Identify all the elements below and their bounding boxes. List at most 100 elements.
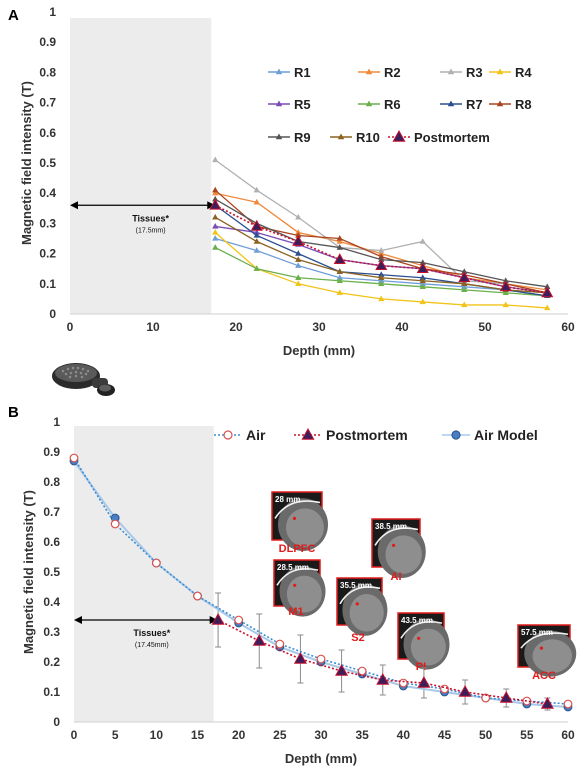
data-point	[316, 654, 326, 664]
legend-swatch-marker	[275, 133, 283, 140]
legend: Air Postmortem Air Model	[214, 427, 538, 443]
series-r10	[212, 213, 551, 296]
x-tick-label: 0	[67, 320, 74, 334]
inset-depth-label: 28 mm	[275, 495, 300, 504]
panel-label-b: B	[8, 404, 19, 421]
data-point	[212, 189, 219, 196]
data-point	[275, 639, 285, 649]
data-point	[295, 250, 302, 256]
brain-inset-s2: 35.5 mm S2	[336, 577, 388, 644]
series-postmortem	[211, 612, 554, 709]
data-point	[417, 675, 431, 688]
inset-brain-inner	[286, 508, 324, 547]
legend-label: Air Model	[474, 427, 538, 443]
legend-swatch-marker	[496, 68, 504, 75]
data-point	[253, 232, 260, 238]
inset-skull-contour	[520, 632, 569, 649]
data-point	[378, 274, 385, 280]
legend-label: R4	[515, 65, 532, 80]
legend-swatch-marker	[365, 100, 373, 107]
legend-label: R10	[356, 130, 380, 145]
legend-item-r8: R8	[489, 97, 532, 112]
data-point	[69, 453, 79, 463]
legend-item-r7: R7	[440, 97, 483, 112]
data-point	[295, 280, 302, 286]
x-tick-label: 45	[438, 728, 452, 742]
tissue-label: Tissues*	[133, 628, 170, 638]
inset-skull-contour	[276, 567, 319, 586]
inset-region-label: PI	[416, 661, 426, 673]
data-point	[378, 295, 385, 302]
y-tick-label: 0.9	[43, 445, 60, 459]
legend-item-r4: R4	[489, 65, 532, 80]
y-tick-label: 0	[49, 307, 56, 321]
inset-region-label: S2	[351, 632, 364, 644]
legend-item-r1: R1	[268, 65, 311, 80]
data-point	[212, 213, 219, 220]
x-tick-label: 20	[232, 728, 246, 742]
legend-swatch-marker	[223, 430, 233, 440]
data-point	[336, 277, 343, 283]
legend-label: Postmortem	[326, 427, 408, 443]
data-point	[461, 286, 468, 293]
y-tick-label: 0.1	[43, 685, 60, 699]
data-point	[544, 304, 551, 311]
data-point	[295, 213, 302, 220]
inset-region-label: AI	[391, 571, 402, 583]
y-tick-label: 0.6	[43, 535, 60, 549]
y-tick-label: 0.4	[43, 595, 60, 609]
data-point	[212, 156, 219, 163]
data-point	[295, 274, 302, 280]
inset-depth-label: 43.5 mm	[401, 616, 433, 625]
data-point	[336, 235, 343, 241]
legend-swatch-marker	[365, 68, 373, 75]
y-tick-label: 0.3	[39, 216, 56, 230]
y-tick-label: 0.6	[39, 126, 56, 140]
data-point	[563, 699, 573, 709]
tissue-label: Tissues*	[132, 213, 169, 223]
x-tick-label: 40	[397, 728, 411, 742]
inset-skull-contour	[339, 586, 381, 605]
tissue-shaded-region	[74, 426, 214, 722]
coil-icon	[52, 363, 115, 396]
data-point	[253, 198, 260, 205]
data-point	[253, 265, 260, 271]
chart-b: B00.10.20.30.40.50.60.70.80.910 5 10 15 20 25…	[8, 404, 577, 766]
legend: R1 R2 R3 R4 R5 R6 R7 R8 R9 R10 Postmortem	[268, 65, 532, 145]
legend-label: R7	[466, 97, 483, 112]
x-tick-label: 15	[191, 728, 205, 742]
y-tick-label: 0.2	[43, 655, 60, 669]
inset-brain-inner	[532, 639, 573, 673]
inset-skull-contour	[374, 527, 419, 546]
x-tick-label: 40	[395, 320, 409, 334]
inset-region-label: M1	[288, 606, 303, 618]
data-point	[212, 222, 219, 229]
series-air	[69, 453, 573, 709]
y-axis-label: Magnetic field intensity (T)	[19, 81, 34, 245]
legend-swatch-marker	[301, 427, 315, 440]
inset-skull-contour	[400, 620, 443, 639]
inset-brain-inner	[349, 593, 384, 632]
x-tick-label: 55	[520, 728, 534, 742]
data-point	[378, 247, 385, 253]
legend-item-r2: R2	[358, 65, 401, 80]
data-point	[502, 289, 509, 296]
legend-item-postmortem: Postmortem	[388, 129, 490, 145]
x-tick-label: 35	[355, 728, 369, 742]
legend-swatch-marker	[496, 100, 504, 107]
legend-swatch-marker	[447, 68, 455, 75]
inset-depth-label: 38.5 mm	[375, 522, 407, 531]
data-point	[211, 612, 225, 625]
legend-swatch-marker	[392, 129, 406, 142]
tissue-arrow-head-left	[74, 616, 82, 624]
tissue-shaded-region	[70, 18, 212, 314]
legend-item-r9: R9	[268, 130, 311, 145]
tissue-arrow-head-right	[209, 616, 218, 624]
tissue-arrow-head-right	[207, 201, 216, 210]
data-point	[499, 280, 512, 292]
legend-label: R5	[294, 97, 311, 112]
brain-inset-acc: 57.5 mm ACC	[517, 624, 577, 682]
tissue-sublabel: (17.45mm)	[135, 642, 169, 649]
data-point	[336, 238, 343, 244]
y-tick-label: 0.2	[39, 247, 56, 261]
